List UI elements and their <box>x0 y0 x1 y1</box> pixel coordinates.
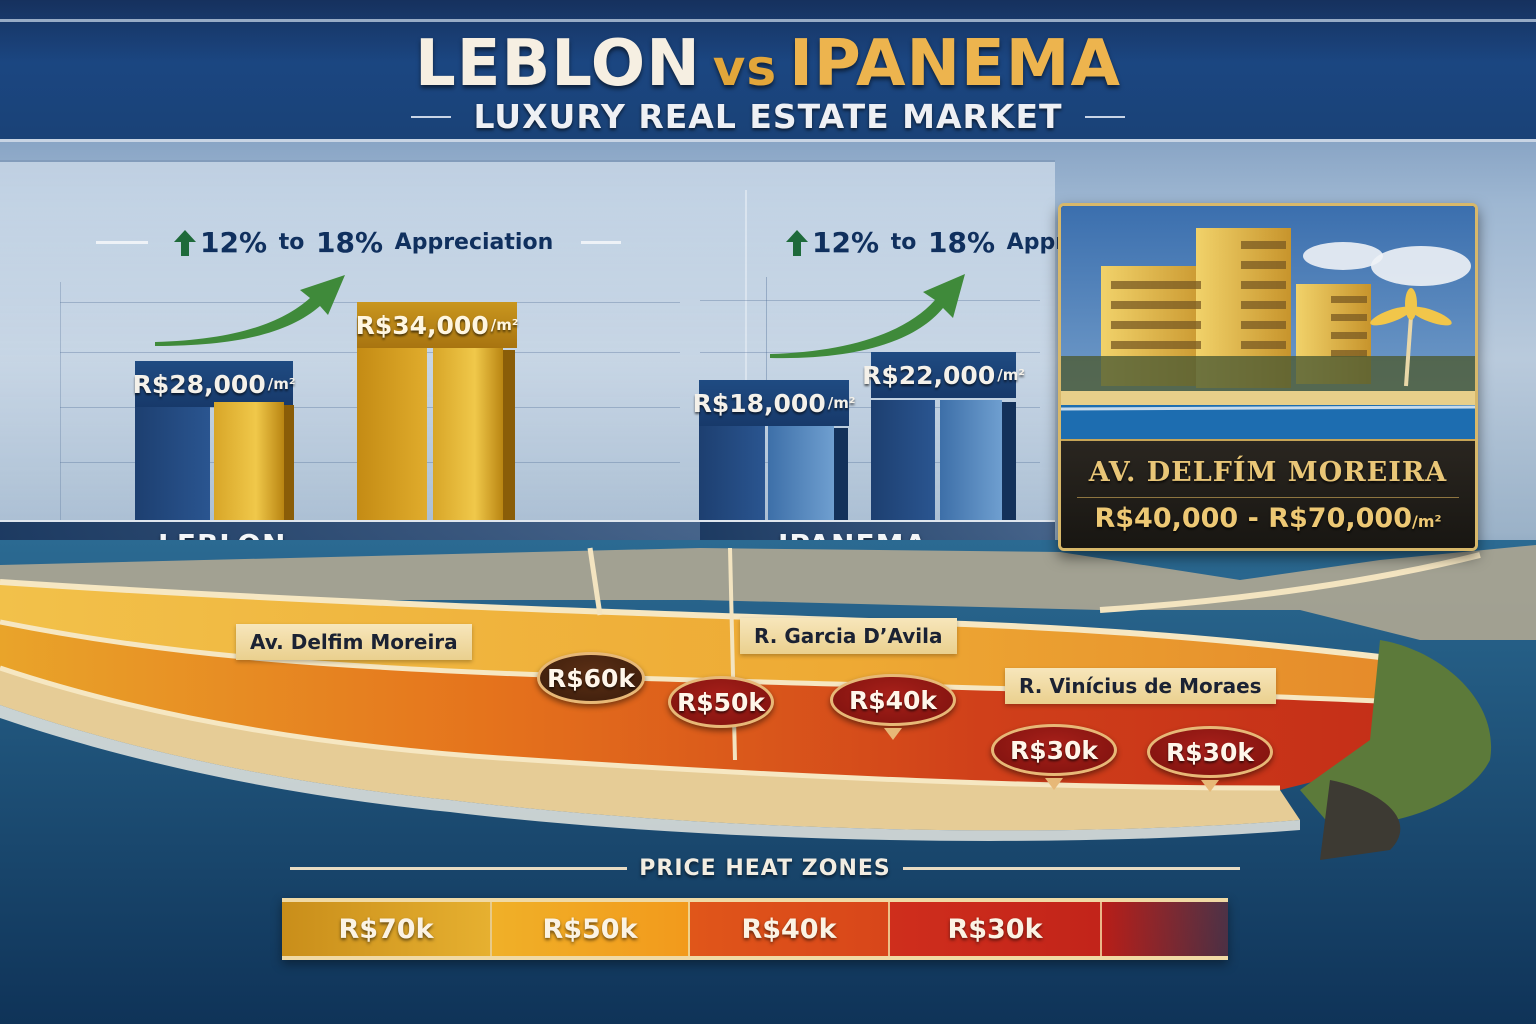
gridline <box>700 300 1040 301</box>
divider <box>581 241 622 244</box>
card-title: AV. DELFÍM MOREIRA <box>1088 457 1448 488</box>
pin-pointer <box>1201 780 1219 792</box>
leblon-current-bar-gold <box>214 402 284 520</box>
gridline <box>700 462 1040 463</box>
leblon-current-label: R$28,000/m² <box>133 361 295 407</box>
map-pin-50k[interactable]: R$50k <box>668 676 774 728</box>
axis-line <box>60 282 61 522</box>
legend-zone-40k: R$40k <box>690 902 890 956</box>
bar-side <box>503 350 515 520</box>
ipanema-current-bar-light <box>768 426 834 520</box>
legend-header: PRICE HEAT ZONES <box>290 856 1241 881</box>
legend-zone-extra <box>1102 902 1228 956</box>
divider <box>411 115 452 118</box>
card-price-range: R$40,000 - R$70,000/m² <box>1094 503 1442 534</box>
leblon-chart-panel <box>0 160 700 522</box>
trend-arrow-icon <box>155 275 345 346</box>
street-label-vinicius-de-moraes: R. Vinícius de Moraes <box>1005 668 1276 704</box>
legend-title: PRICE HEAT ZONES <box>639 856 891 881</box>
arrow-up-icon <box>174 229 196 256</box>
leblon-current-bar <box>135 407 210 520</box>
legend-zone-70k: R$70k <box>282 902 492 956</box>
beachfront-buildings-illustration <box>1061 206 1475 439</box>
divider <box>1077 497 1459 498</box>
gridline <box>700 352 1040 353</box>
ipanema-current-label: R$18,000/m² <box>693 380 855 426</box>
bar-side <box>1002 402 1016 520</box>
legend-zone-30k: R$30k <box>890 902 1102 956</box>
leblon-appreciation: 12% to 18% Appreciation <box>96 226 622 259</box>
pin-pointer <box>1045 778 1063 790</box>
leblon-projected-bar-gold <box>433 348 503 520</box>
bar-side <box>284 405 294 520</box>
title-ipanema: IPANEMA <box>789 27 1121 101</box>
map-pin-30k-b[interactable]: R$30k <box>1147 726 1273 778</box>
ipanema-projected-label: R$22,000/m² <box>862 352 1025 398</box>
subtitle-row: LUXURY REAL ESTATE MARKET <box>0 97 1536 136</box>
header-banner: LEBLON vs IPANEMA LUXURY REAL ESTATE MARKE… <box>0 0 1536 142</box>
axis-line <box>766 277 767 397</box>
map-pin-60k[interactable]: R$60k <box>537 652 645 704</box>
feature-card-delfim-moreira: AV. DELFÍM MOREIRA R$40,000 - R$70,000/m… <box>1058 203 1478 551</box>
gridline <box>700 407 1040 408</box>
divider <box>96 241 148 244</box>
divider <box>1084 115 1125 118</box>
title-vs: vs <box>712 39 778 97</box>
map-pin-30k-a[interactable]: R$30k <box>991 724 1117 776</box>
bar-side <box>834 428 848 520</box>
trend-arrow-icon <box>770 274 965 359</box>
divider <box>290 867 628 870</box>
street-label-garcia-davila: R. Garcia D’Avila <box>740 618 957 654</box>
page-title: LEBLON vs IPANEMA <box>0 28 1536 104</box>
ipanema-current-bar <box>699 426 765 520</box>
arrow-up-icon <box>786 229 808 256</box>
street-label-delfim-moreira: Av. Delfim Moreira <box>236 624 472 660</box>
leblon-projected-label: R$34,000/m² <box>356 302 518 348</box>
page-subtitle: LUXURY REAL ESTATE MARKET <box>473 97 1063 136</box>
legend-zone-50k: R$50k <box>492 902 690 956</box>
map-pin-40k[interactable]: R$40k <box>830 674 956 726</box>
title-leblon: LEBLON <box>415 27 701 101</box>
ipanema-projected-bar-light <box>940 400 1002 520</box>
leblon-projected-bar <box>357 348 427 520</box>
ipanema-projected-bar <box>871 400 935 520</box>
pin-pointer <box>884 728 902 740</box>
card-caption: AV. DELFÍM MOREIRA R$40,000 - R$70,000/m… <box>1061 439 1475 548</box>
price-heat-legend: R$70k R$50k R$40k R$30k <box>282 898 1228 960</box>
divider <box>902 867 1241 870</box>
